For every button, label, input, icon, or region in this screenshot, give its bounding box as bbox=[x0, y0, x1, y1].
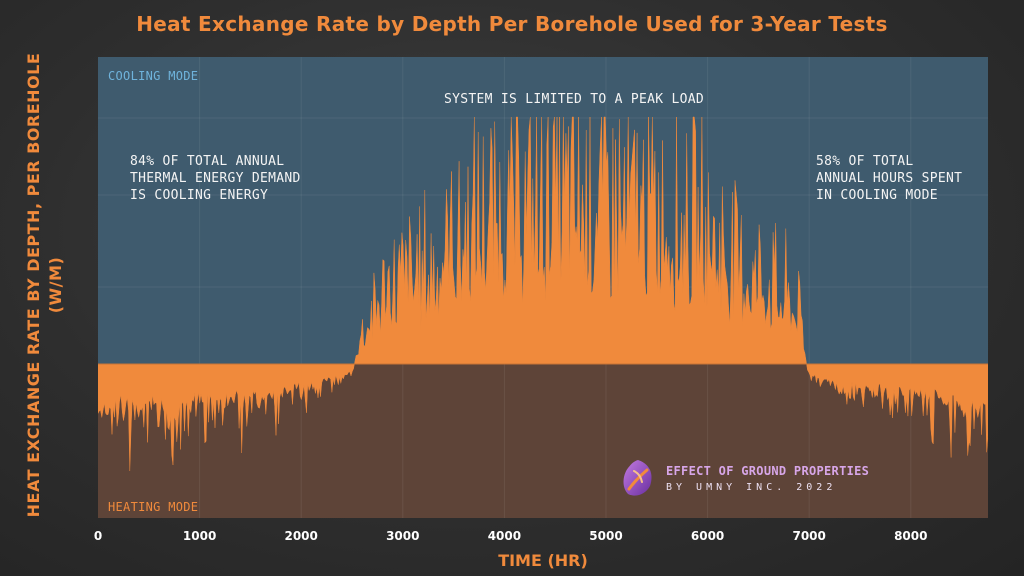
energy-annotation-line: 84% OF TOTAL ANNUAL bbox=[130, 154, 285, 169]
hours-annotation-line: IN COOLING MODE bbox=[816, 188, 938, 203]
branding: EFFECT OF GROUND PROPERTIES BY UMNY INC.… bbox=[620, 458, 869, 498]
brand-title: EFFECT OF GROUND PROPERTIES bbox=[666, 463, 870, 478]
cooling-mode-label: COOLING MODE bbox=[108, 69, 199, 83]
energy-annotation-line: THERMAL ENERGY DEMAND bbox=[130, 171, 301, 186]
heat-exchange-area bbox=[97, 116, 989, 472]
brand-subtitle: BY UMNY INC. 2022 bbox=[666, 481, 837, 493]
x-tick-label: 4000 bbox=[487, 529, 522, 543]
energy-annotation-line: IS COOLING ENERGY bbox=[130, 188, 269, 203]
x-tick-label: 0 bbox=[93, 529, 103, 543]
peak-load-annotation: SYSTEM IS LIMITED TO A PEAK LOAD bbox=[444, 92, 705, 107]
chart-svg bbox=[97, 57, 989, 518]
x-tick-label: 5000 bbox=[589, 529, 623, 543]
energy-annotation: 84% OF TOTAL ANNUAL THERMAL ENERGY DEMAN… bbox=[130, 153, 301, 204]
plot-area: COOLING MODE HEATING MODE SYSTEM IS LIMI… bbox=[97, 57, 989, 518]
x-tick-label: 3000 bbox=[386, 529, 420, 543]
chart-title: Heat Exchange Rate by Depth Per Borehole… bbox=[136, 12, 888, 36]
x-tick-label: 8000 bbox=[894, 529, 928, 543]
x-axis-label: TIME (HR) bbox=[498, 551, 588, 570]
y-axis-label: HEAT EXCHANGE RATE BY DEPTH, PER BOREHOL… bbox=[24, 52, 65, 518]
hours-annotation-line: ANNUAL HOURS SPENT bbox=[816, 171, 963, 186]
hours-annotation-line: 58% OF TOTAL bbox=[816, 154, 914, 169]
x-tick-label: 1000 bbox=[182, 529, 217, 543]
x-tick-label: 7000 bbox=[792, 529, 826, 543]
x-tick-label: 6000 bbox=[690, 529, 725, 543]
logo-icon bbox=[623, 460, 652, 496]
x-tick-label: 2000 bbox=[284, 529, 318, 543]
hours-annotation: 58% OF TOTAL ANNUAL HOURS SPENT IN COOLI… bbox=[816, 153, 962, 204]
heating-mode-label: HEATING MODE bbox=[108, 500, 199, 514]
